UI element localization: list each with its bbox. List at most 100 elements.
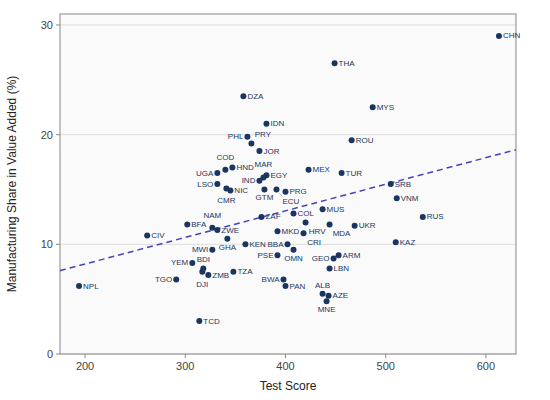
point-label: BFA [191,220,207,229]
trend-line [60,150,516,271]
point-label: GHA [219,243,237,252]
tick-label: 30 [41,19,53,31]
point-label: ECU [282,197,299,206]
point-label: RUS [427,212,444,221]
scatter-point [214,181,220,187]
point-label: ROU [356,136,374,145]
point-label: KAZ [400,238,416,247]
scatter-point [326,293,332,299]
point-label: VNM [401,194,419,203]
point-label: THA [339,59,356,68]
scatter-point [229,165,235,171]
scatter-point [282,283,288,289]
tick-label: 400 [276,360,294,372]
scatter-point [332,60,338,66]
point-label: COD [216,153,234,162]
tick-mark [85,354,86,358]
tick-mark [56,134,60,135]
point-label: ZAF [265,212,280,221]
scatter-point [306,167,312,173]
point-label: ARM [343,251,361,260]
scatter-point [320,291,326,297]
point-label: SRB [395,180,411,189]
point-label: BWA [262,275,281,284]
point-label: MAR [255,160,273,169]
point-label: PSE [257,251,273,260]
scatter-point [370,104,376,110]
point-label: PHL [228,132,244,141]
point-label: DZA [247,92,264,101]
point-label: GEO [312,254,330,263]
scatter-point [274,252,280,258]
point-label: PRY [255,130,272,139]
scatter-point [331,256,337,262]
point-label: LBN [334,264,350,273]
point-label: DJI [196,280,208,289]
point-label: BDI [197,255,210,264]
scatter-point [227,188,233,194]
point-label: GTM [256,193,274,202]
point-label: HND [236,163,254,172]
scatter-point [173,276,179,282]
scatter-point [214,170,220,176]
tick-mark [485,354,486,358]
point-label: YEM [171,258,189,267]
point-label: MWI [192,245,208,254]
point-label: MUS [327,205,345,214]
point-label: NIC [234,186,248,195]
point-label: EGY [270,171,288,180]
point-label: TCD [203,317,220,326]
x-axis-label: Test Score [260,379,317,393]
scatter-point [261,186,267,192]
point-label: KEN [249,240,266,249]
scatter-point [280,276,286,282]
point-label: MNE [318,305,336,314]
tick-mark [56,244,60,245]
scatter-point [230,269,236,275]
scatter-point [327,265,333,271]
tick-mark [56,354,60,355]
scatter-point [258,214,264,220]
scatter-point [273,186,279,192]
point-label: ALB [315,281,330,290]
point-label: COL [298,209,315,218]
scatter-point [240,93,246,99]
scatter-point [256,178,262,184]
chart: 0102030200300400500600Test ScoreManufact… [0,0,550,400]
point-label: CMR [217,196,235,205]
point-label: NAM [203,211,221,220]
scatter-point [205,272,211,278]
point-label: MKD [281,227,299,236]
point-label: PAN [289,282,305,291]
y-axis-label: Manufacturing Share in Value Added (%) [5,76,19,293]
point-label: BBA [267,240,284,249]
plot-marks [60,33,516,324]
point-label: LSO [197,180,213,189]
tick-label: 600 [477,360,495,372]
point-label: IND [242,176,256,185]
point-label: MDA [333,229,351,238]
point-label: PRG [289,187,306,196]
tick-label: 20 [41,129,53,141]
point-label: TUR [346,169,363,178]
point-label: UKR [359,221,376,230]
scatter-point [339,170,345,176]
scatter-point [248,140,254,146]
scatter-point [349,137,355,143]
point-label: MYS [377,103,394,112]
scatter-point [76,283,82,289]
scatter-point [420,214,426,220]
point-label: ZMB [212,271,229,280]
plot-area [60,14,516,354]
point-label: OMN [284,254,303,263]
point-label: JOR [263,147,279,156]
scatter-point [256,148,262,154]
tick-label: 300 [176,360,194,372]
grid-line [60,24,516,25]
tick-label: 200 [76,360,94,372]
scatter-point [327,222,333,228]
scatter-point [393,239,399,245]
scatter-point [144,233,150,239]
scatter-point [263,121,269,127]
scatter-point [214,227,220,233]
